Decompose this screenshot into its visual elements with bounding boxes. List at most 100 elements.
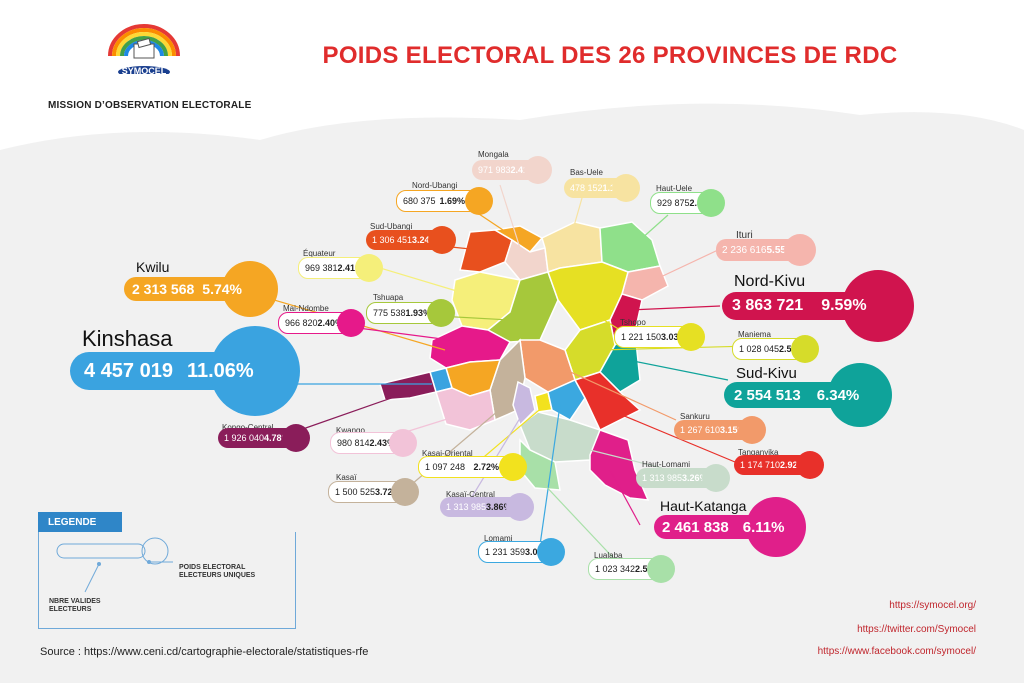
province-ituri [621,265,669,301]
kasai-oriental-label: Kasai-Oriental [422,449,473,458]
haut-uele-voters: 929 875 [657,198,690,208]
nord-kivu-label: Nord-Kivu [734,273,806,290]
tshopo-callout: 1 221 150 3.03% [614,323,705,351]
kasai-oriental-callout: 1 097 248 2.72% [418,453,527,481]
lomami-label: Lomami [484,534,513,543]
logo-text: SYMOCEL [121,66,167,76]
maniema-label: Maniema [738,330,771,339]
kasai-central-label: Kasaï-Central [446,490,495,499]
symocel-logo: SYMOCEL [96,14,192,96]
mai-ndombe-voters: 966 820 [285,318,318,328]
twitter-link[interactable]: https://twitter.com/Symocel [857,624,976,635]
lomami-voters: 1 231 359 [485,547,526,557]
tshuapa-pct: 1.93% [405,308,432,318]
equateur-label: Équateur [303,249,336,258]
province-haut-katanga [589,429,650,501]
haut-katanga-label: Haut-Katanga [660,498,747,514]
sud-kivu-label: Sud-Kivu [736,365,797,382]
haut-uele-callout: 929 875 2.31% [650,189,725,217]
mission-label: MISSION D’OBSERVATION ELECTORALE [48,100,252,111]
equateur-pct: 2.41% [337,263,364,273]
legend-box: POIDS ELECTORAL ELECTEURS UNIQUES NBRE V… [38,532,296,629]
maniema-callout: 1 028 045 2.55% [732,335,819,363]
kinshasa-label: Kinshasa [82,326,173,351]
mai-ndombe-label: Mai-Ndombe [283,304,329,313]
sud-ubangi-label: Sud-Ubangi [370,222,413,231]
sud-ubangi-voters: 1 306 451 [372,235,413,245]
ituri-callout: 2 236 616 5.55% [716,234,816,266]
province-kasai-central [512,380,536,427]
kasai-central-callout: 1 313 985 3.86% [440,493,534,521]
equateur-voters: 969 381 [305,263,338,273]
tanganyika-voters: 1 174 710 [740,460,781,470]
sankuru-label: Sankuru [680,412,710,421]
tanganyika-label: Tanganyika [738,448,779,457]
facebook-link[interactable]: https://www.facebook.com/symocel/ [817,646,976,657]
ituri-label: Ituri [736,230,753,241]
haut-uele-label: Haut-Uele [656,184,693,193]
tshopo-pct: 3.03% [661,332,687,342]
sud-ubangi-pct: 3.24% [412,235,438,245]
kasai-pct: 3.72% [375,487,401,497]
mai-ndombe-callout: 966 820 2.40% [278,309,365,337]
kasai-oriental-pct: 2.72% [473,462,499,472]
legend-unique-label: ELECTEURS UNIQUES [179,572,256,579]
legend-title: LEGENDE [38,512,122,532]
legend-valid-label: NBRE VALIDES [49,598,101,605]
tshopo-label: Tshopo [620,318,646,327]
sud-ubangi-callout: 1 306 451 3.24% [366,226,456,254]
source-text: Source : https://www.ceni.cd/cartographi… [40,646,369,658]
kongo-central-voters: 1 926 040 [224,433,265,443]
kwilu-voters: 2 313 568 [132,281,195,297]
mongala-label: Mongala [478,150,509,159]
sankuru-callout: 1 267 610 3.15% [674,416,766,444]
bas-uele-callout: 478 152 1.19% [564,174,640,202]
haut-lomami-callout: 1 313 985 3.26% [636,464,730,492]
lualaba-voters: 1 023 342 [595,564,636,574]
nord-ubangi-label: Nord-Ubangi [412,181,458,190]
kwango-pct: 2.43% [369,438,396,448]
province-kwango [435,387,496,431]
kasai-central-voters: 1 313 985 [446,502,487,512]
nord-kivu-callout: 3 863 721 9.59% [722,270,914,342]
haut-lomami-pct: 3.26% [682,473,708,483]
equateur-callout: 969 381 2.41% [298,254,383,282]
nord-ubangi-pct: 1.69% [439,196,465,206]
tshuapa-voters: 775 538 [373,308,406,318]
province-sud-ubangi [459,229,513,273]
kasai-oriental-voters: 1 097 248 [425,462,466,472]
mai-ndombe-pct: 2.40% [317,318,344,328]
ituri-pct: 5.55% [766,244,795,256]
kwilu-pct: 5.74% [202,281,242,297]
kasai-label: Kasaï [336,473,357,482]
kwango-voters: 980 814 [337,438,370,448]
kinshasa-pct: 11.06% [186,359,254,382]
sud-kivu-voters: 2 554 513 [734,386,801,404]
tanganyika-pct: 2.92% [780,460,806,470]
lualaba-label: Lualaba [594,551,623,560]
haut-katanga-callout: 2 461 838 6.11% [654,497,806,557]
tanganyika-callout: 1 174 710 2.92% [734,451,824,479]
sankuru-pct: 3.15% [720,425,746,435]
website-link[interactable]: https://symocel.org/ [889,600,976,611]
kwilu-callout: 2 313 568 5.74% [124,261,278,317]
kwilu-label: Kwilu [136,259,170,275]
haut-katanga-voters: 2 461 838 [662,518,729,536]
province-kongo-central [379,371,437,401]
sankuru-voters: 1 267 610 [680,425,721,435]
bas-uele-voters: 478 152 [570,183,603,193]
nord-ubangi-callout: 680 375 1.69% [396,187,493,215]
legend-weight-label: POIDS ELECTORAL [179,564,246,571]
page-title: POIDS ELECTORAL DES 26 PROVINCES DE RDC [322,42,898,69]
kasai-voters: 1 500 525 [335,487,376,497]
sud-kivu-callout: 2 554 513 6.34% [724,363,892,427]
kongo-central-callout: 1 926 040 4.78% [218,424,310,452]
nord-kivu-voters: 3 863 721 [732,297,804,314]
kongo-central-label: Kongo-Central [222,423,274,432]
maniema-voters: 1 028 045 [739,344,780,354]
bas-uele-label: Bas-Uele [570,168,603,177]
haut-katanga-pct: 6.11% [742,518,785,536]
lualaba-callout: 1 023 342 2.54% [588,555,675,583]
nord-kivu-pct: 9.59% [821,297,867,314]
